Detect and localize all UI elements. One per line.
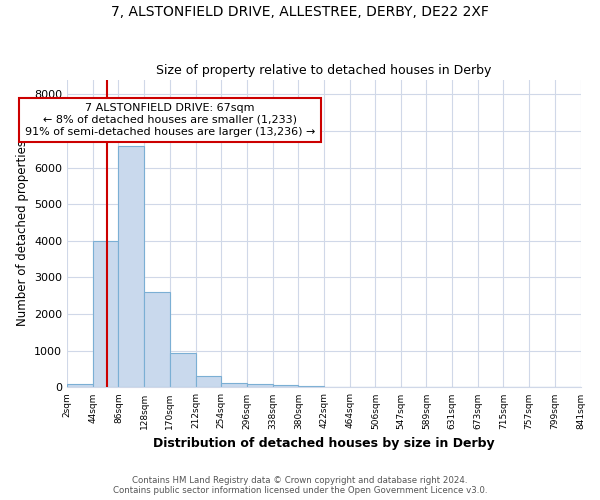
Bar — [67, 384, 93, 388]
Y-axis label: Number of detached properties: Number of detached properties — [16, 140, 29, 326]
Bar — [118, 146, 144, 388]
Text: 7 ALSTONFIELD DRIVE: 67sqm
← 8% of detached houses are smaller (1,233)
91% of se: 7 ALSTONFIELD DRIVE: 67sqm ← 8% of detac… — [25, 104, 315, 136]
Bar — [272, 385, 298, 388]
X-axis label: Distribution of detached houses by size in Derby: Distribution of detached houses by size … — [153, 437, 494, 450]
Bar — [221, 383, 247, 388]
Text: 7, ALSTONFIELD DRIVE, ALLESTREE, DERBY, DE22 2XF: 7, ALSTONFIELD DRIVE, ALLESTREE, DERBY, … — [111, 5, 489, 19]
Bar — [170, 352, 196, 388]
Bar — [196, 376, 221, 388]
Bar — [93, 241, 118, 388]
Bar — [298, 386, 324, 388]
Text: Contains HM Land Registry data © Crown copyright and database right 2024.
Contai: Contains HM Land Registry data © Crown c… — [113, 476, 487, 495]
Bar — [144, 292, 170, 388]
Title: Size of property relative to detached houses in Derby: Size of property relative to detached ho… — [156, 64, 491, 77]
Bar — [247, 384, 272, 388]
